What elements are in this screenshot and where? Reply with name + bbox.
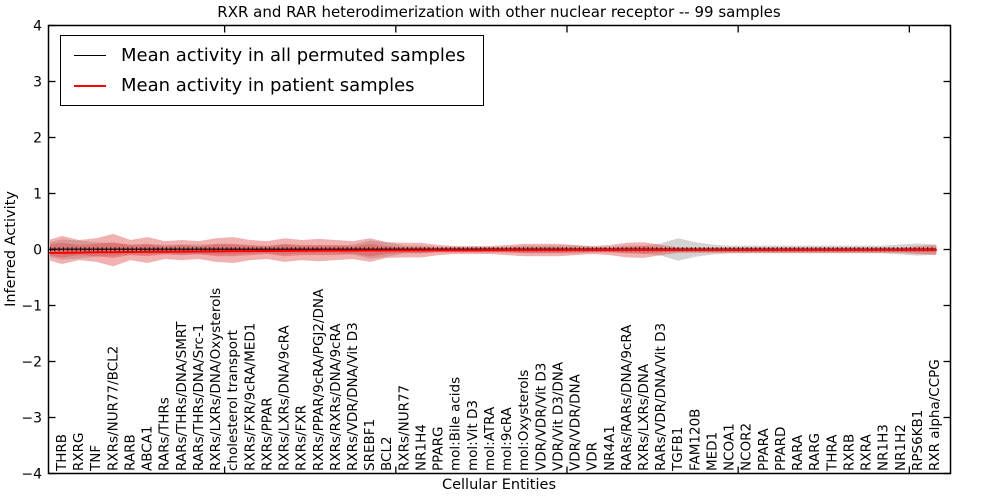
x-tick-label: mol:Oxysterols bbox=[516, 370, 532, 471]
y-tick-label: −4 bbox=[21, 467, 42, 483]
y-tick-label: −1 bbox=[21, 299, 42, 315]
x-tick-label: RXRs/LXRs/DNA bbox=[636, 363, 652, 471]
x-tick-label: NR1H2 bbox=[893, 424, 909, 471]
x-tick-label: RXRs/VDR/DNA/Vit D3 bbox=[345, 322, 361, 471]
x-tick-label: RXRB bbox=[841, 434, 857, 471]
x-tick-label: RARs/THRs/DNA/SMRT bbox=[174, 321, 190, 471]
x-tick-label: RXRs/LXRs/DNA/9cRA bbox=[277, 325, 293, 471]
x-tick-label: mol:9cRA bbox=[499, 406, 515, 471]
x-tick-label: mol:ATRA bbox=[482, 406, 498, 471]
y-axis-title: Inferred Activity bbox=[3, 191, 19, 307]
y-tick-label: −3 bbox=[21, 411, 42, 427]
x-tick-label: PPARD bbox=[773, 427, 789, 471]
x-tick-label: NR4A1 bbox=[602, 425, 618, 471]
x-tick-label: MED1 bbox=[704, 432, 720, 471]
x-tick-label: RXRA bbox=[859, 434, 875, 471]
x-tick-label: NR1H3 bbox=[876, 424, 892, 471]
x-tick-label: VDR/VDR/DNA bbox=[568, 373, 584, 471]
y-tick-label: −2 bbox=[21, 355, 42, 371]
legend: Mean activity in all permuted samples Me… bbox=[60, 35, 485, 106]
legend-line-sample-permuted bbox=[74, 55, 106, 56]
x-tick-label: RARs/THRs/DNA/Src-1 bbox=[191, 324, 207, 471]
x-tick-label: ABCA1 bbox=[140, 425, 156, 471]
chart-title: RXR and RAR heterodimerization with othe… bbox=[217, 3, 781, 21]
x-tick-label: RPS6KB1 bbox=[910, 410, 926, 471]
x-tick-label: RXRs/NUR77 bbox=[396, 385, 412, 471]
legend-item-patient: Mean activity in patient samples bbox=[74, 75, 465, 96]
x-tick-label: mol:Vit D3 bbox=[465, 400, 481, 471]
x-tick-label: THRA bbox=[824, 434, 840, 472]
y-tick-label: 1 bbox=[33, 187, 42, 203]
x-tick-label: RARs/RARs/DNA/9cRA bbox=[619, 324, 635, 471]
y-tick-label: 2 bbox=[33, 131, 42, 147]
x-tick-label: RXR alpha/CCPG bbox=[927, 359, 943, 471]
x-tick-label: TGFB1 bbox=[670, 427, 686, 472]
legend-label-permuted: Mean activity in all permuted samples bbox=[121, 45, 466, 66]
x-axis-title: Cellular Entities bbox=[441, 477, 557, 493]
x-tick-label: NCOR2 bbox=[739, 423, 755, 471]
x-tick-label: NR1H4 bbox=[413, 424, 429, 471]
x-tick-label: FAM120B bbox=[687, 409, 703, 471]
x-tick-label: THRB bbox=[54, 434, 70, 472]
x-tick-label: VDR/VDR/Vit D3 bbox=[533, 363, 549, 471]
x-tick-label: mol:Bile acids bbox=[448, 377, 464, 471]
x-tick-label: RXRs/RXRs/DNA/9cRA bbox=[328, 323, 344, 471]
x-tick-label: PPARG bbox=[431, 427, 447, 472]
x-tick-label: RXRG bbox=[71, 433, 87, 471]
legend-item-permuted: Mean activity in all permuted samples bbox=[74, 45, 465, 66]
x-tick-label: NCOA1 bbox=[722, 423, 738, 471]
x-tick-label: RARs/VDR/DNA/Vit D3 bbox=[653, 323, 669, 471]
x-tick-label: RARB bbox=[122, 434, 138, 471]
patient-mean-line bbox=[49, 248, 938, 254]
x-tick-label: VDR/Vit D3/DNA bbox=[550, 361, 566, 471]
x-tick-label: RXRs/PPAR bbox=[259, 397, 275, 471]
x-tick-label: RXRs/NUR77/BCL2 bbox=[105, 346, 121, 471]
x-tick-label: cholesterol transport bbox=[225, 330, 241, 471]
x-tick-label: RXRs/LXRs/DNA/Oxysterols bbox=[208, 288, 224, 471]
y-tick-label: 4 bbox=[33, 19, 42, 35]
x-tick-label: RARA bbox=[790, 434, 806, 471]
legend-label-patient: Mean activity in patient samples bbox=[121, 75, 415, 96]
x-tick-label: RARG bbox=[807, 433, 823, 471]
y-tick-label: 0 bbox=[33, 243, 42, 259]
x-tick-label: RARs/THRs bbox=[157, 397, 173, 471]
x-tick-label: BCL2 bbox=[379, 436, 395, 471]
x-tick-label: RXRs/PPAR/9cRA/PGJ2/DNA bbox=[311, 288, 327, 471]
legend-line-sample-patient bbox=[74, 84, 106, 87]
y-tick-label: 3 bbox=[33, 75, 42, 91]
x-tick-label: TNF bbox=[88, 445, 104, 472]
x-tick-label: VDR bbox=[585, 442, 601, 471]
x-tick-label: SREBF1 bbox=[362, 419, 378, 471]
x-tick-label: RXRs/FXR bbox=[294, 405, 310, 471]
x-tick-label: PPARA bbox=[756, 428, 772, 471]
x-tick-label: RXRs/FXR/9cRA/MED1 bbox=[242, 323, 258, 471]
